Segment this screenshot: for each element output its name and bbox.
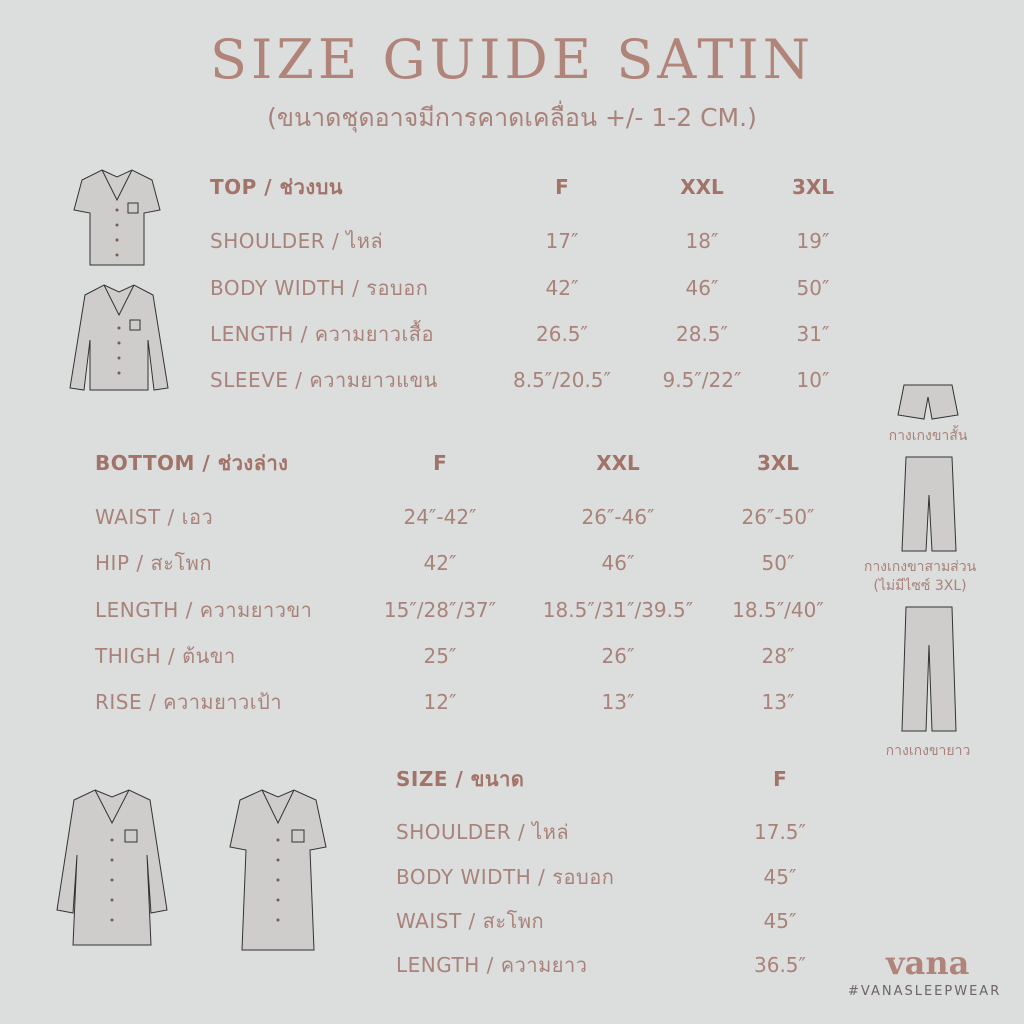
- measurement-label: SLEEVE / ความยาวแขน: [210, 368, 438, 392]
- measurement-value: 45″: [763, 909, 797, 933]
- long-sleeve-shirt-icon: [69, 284, 169, 391]
- size-column-header: 3XL: [756, 451, 800, 475]
- measurement-value: 17.5″: [753, 820, 807, 844]
- page-subtitle: (ขนาดชุดอาจมีการคาดเคลื่อน +/- 1-2 CM.): [267, 103, 757, 132]
- measurement-value: 8.5″/20.5″: [512, 368, 612, 392]
- measurement-label: WAIST / เอว: [95, 505, 214, 529]
- measurement-label: SHOULDER / ไหล่: [210, 229, 384, 253]
- size-column-header: XXL: [680, 175, 724, 199]
- measurement-label: LENGTH / ความยาว: [396, 953, 588, 977]
- short-sleeve-shirt-icon: [73, 169, 161, 266]
- caption-three-quarter: กางเกงขาสามส่วน (ไม่มีไซซ์ 3XL): [864, 558, 976, 596]
- measurement-value: 26″-46″: [581, 505, 655, 529]
- measurement-value: 25″: [423, 644, 457, 668]
- measurement-label: BODY WIDTH / รอบอก: [210, 276, 429, 300]
- measurement-value: 18″: [685, 229, 719, 253]
- dress-table-header-label: SIZE / ขนาด: [396, 767, 525, 791]
- measurement-value: 50″: [761, 551, 795, 575]
- bottom-table-header-label: BOTTOM / ช่วงล่าง: [95, 451, 289, 475]
- size-column-header: F: [773, 767, 787, 791]
- measurement-value: 36.5″: [753, 953, 807, 977]
- measurement-value: 42″: [545, 276, 579, 300]
- measurement-value: 28″: [761, 644, 795, 668]
- measurement-value: 13″: [761, 690, 795, 714]
- short-sleeve-nightdress-icon: [229, 789, 327, 951]
- measurement-label: BODY WIDTH / รอบอก: [396, 865, 615, 889]
- measurement-value: 45″: [763, 865, 797, 889]
- brand-logo: vana: [886, 944, 970, 982]
- measurement-value: 50″: [796, 276, 830, 300]
- measurement-label: LENGTH / ความยาวขา: [95, 598, 313, 622]
- measurement-value: 18.5″/31″/39.5″: [542, 598, 694, 622]
- caption-long-pants: กางเกงขายาว: [885, 743, 971, 759]
- measurement-value: 10″: [796, 368, 830, 392]
- page-title: SIZE GUIDE SATIN: [210, 28, 814, 91]
- long-sleeve-nightdress-icon: [56, 789, 168, 946]
- measurement-value: 31″: [796, 322, 830, 346]
- measurement-label: SHOULDER / ไหล่: [396, 820, 570, 844]
- caption-three-quarter-note: (ไม่มีไซซ์ 3XL): [873, 578, 967, 594]
- measurement-value: 42″: [423, 551, 457, 575]
- caption-shorts: กางเกงขาสั้น: [888, 428, 968, 444]
- measurement-value: 26″-50″: [741, 505, 815, 529]
- shorts-icon: [897, 384, 959, 420]
- size-column-header: XXL: [596, 451, 640, 475]
- measurement-label: RISE / ความยาวเป้า: [95, 690, 283, 714]
- brand-hashtag: #VANASLEEPWEAR: [848, 984, 1002, 999]
- long-pants-icon: [901, 606, 957, 732]
- size-column-header: F: [433, 451, 447, 475]
- measurement-value: 12″: [423, 690, 457, 714]
- measurement-value: 24″-42″: [403, 505, 477, 529]
- measurement-label: THIGH / ต้นขา: [95, 644, 236, 668]
- measurement-value: 13″: [601, 690, 635, 714]
- caption-three-quarter-label: กางเกงขาสามส่วน: [863, 559, 977, 575]
- measurement-label: HIP / สะโพก: [95, 551, 212, 575]
- measurement-label: WAIST / สะโพก: [396, 909, 545, 933]
- measurement-value: 9.5″/22″: [662, 368, 742, 392]
- measurement-value: 18.5″/40″: [732, 598, 824, 622]
- measurement-value: 17″: [545, 229, 579, 253]
- measurement-value: 46″: [601, 551, 635, 575]
- measurement-value: 46″: [685, 276, 719, 300]
- top-table-header-label: TOP / ช่วงบน: [210, 175, 343, 199]
- three-quarter-pants-icon: [901, 456, 957, 552]
- measurement-label: LENGTH / ความยาวเสื้อ: [210, 322, 434, 346]
- measurement-value: 26.5″: [535, 322, 589, 346]
- measurement-value: 15″/28″/37″: [383, 598, 497, 622]
- measurement-value: 26″: [601, 644, 635, 668]
- measurement-value: 19″: [796, 229, 830, 253]
- size-column-header: F: [555, 175, 569, 199]
- size-column-header: 3XL: [791, 175, 835, 199]
- measurement-value: 28.5″: [675, 322, 729, 346]
